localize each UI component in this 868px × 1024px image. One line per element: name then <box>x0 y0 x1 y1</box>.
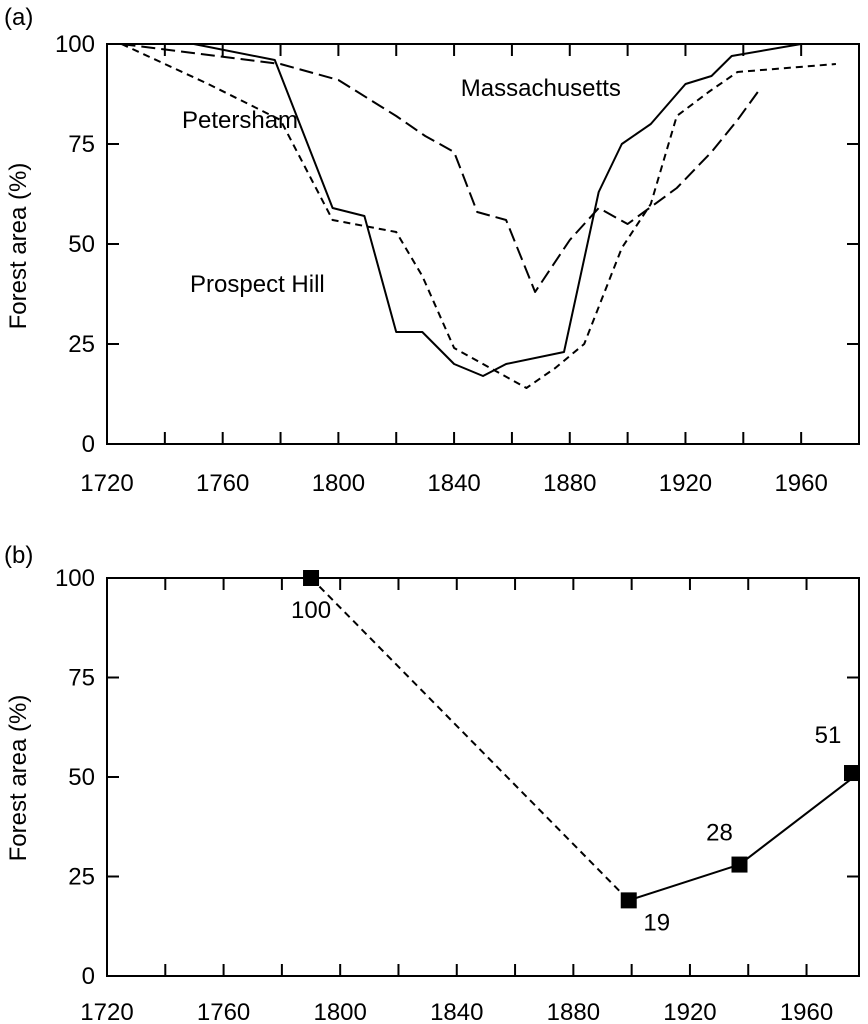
panel-a-plot-frame <box>106 43 860 445</box>
data-label: 28 <box>706 820 733 847</box>
y-tick-label: 0 <box>82 963 95 990</box>
series-segment <box>310 577 630 902</box>
x-tick-label: 1800 <box>313 999 366 1024</box>
panel-a-series <box>121 43 836 389</box>
y-tick-label: 100 <box>55 31 95 58</box>
x-tick-label: 1960 <box>780 999 833 1024</box>
series-segment <box>628 863 740 902</box>
panel-b-plot-frame <box>106 577 860 977</box>
data-point-marker <box>620 892 637 909</box>
x-tick-label: 1760 <box>197 999 250 1024</box>
panel-a-ticks: 1720 1760 1800 1840 1880 1920 1960 0 25 50 75 100 <box>55 31 859 497</box>
x-tick-label: 1800 <box>312 470 365 497</box>
series-line-petersham <box>121 43 836 389</box>
x-tick-label: 1720 <box>80 470 133 497</box>
x-tick-label: 1760 <box>196 470 249 497</box>
data-label: 19 <box>643 909 670 936</box>
y-tick-label: 75 <box>68 665 95 692</box>
y-tick-label: 50 <box>68 764 95 791</box>
panel-b-series <box>303 570 860 909</box>
x-tick-label: 1960 <box>774 470 827 497</box>
panel-a-label: (a) <box>4 4 33 31</box>
panel-b-line-chart: (b) Forest area (%) 1720 1760 1800 1840 1880… <box>4 542 860 1024</box>
x-tick-label: 1840 <box>427 470 480 497</box>
y-tick-label: 25 <box>68 864 95 891</box>
series-label: Prospect Hill <box>190 271 325 298</box>
data-point-marker <box>731 856 748 873</box>
x-tick-label: 1840 <box>430 999 483 1024</box>
x-tick-label: 1720 <box>80 999 133 1024</box>
x-tick-label: 1880 <box>543 470 596 497</box>
panel-a-annotations: Massachusetts Petersham Prospect Hill <box>182 75 621 298</box>
data-point-marker <box>844 765 860 782</box>
y-tick-label: 25 <box>68 331 95 358</box>
y-tick-label: 50 <box>68 231 95 258</box>
data-label: 51 <box>815 722 842 749</box>
data-point-marker <box>303 570 320 586</box>
panel-a-line-chart: (a) Forest area (%) 1720 1760 1800 1840 1880… <box>4 4 860 497</box>
panel-b-label: (b) <box>4 542 33 569</box>
y-tick-label: 0 <box>82 431 95 458</box>
series-label: Petersham <box>182 107 298 134</box>
series-line-massachusetts <box>121 43 759 293</box>
y-tick-label: 75 <box>68 131 95 158</box>
series-label: Massachusetts <box>461 75 621 102</box>
panel-b-data-labels: 100 19 28 51 <box>291 597 841 936</box>
panel-a-y-axis-title: Forest area (%) <box>5 163 32 330</box>
series-segment <box>738 772 860 866</box>
panel-b-y-axis-title: Forest area (%) <box>5 695 32 862</box>
x-tick-label: 1920 <box>659 470 712 497</box>
panel-b-ticks: 1720 1760 1800 1840 1880 1920 1960 0 25 50 75 100 <box>55 565 859 1024</box>
data-label: 100 <box>291 597 331 624</box>
x-tick-label: 1880 <box>547 999 600 1024</box>
x-tick-label: 1920 <box>663 999 716 1024</box>
y-tick-label: 100 <box>55 565 95 592</box>
